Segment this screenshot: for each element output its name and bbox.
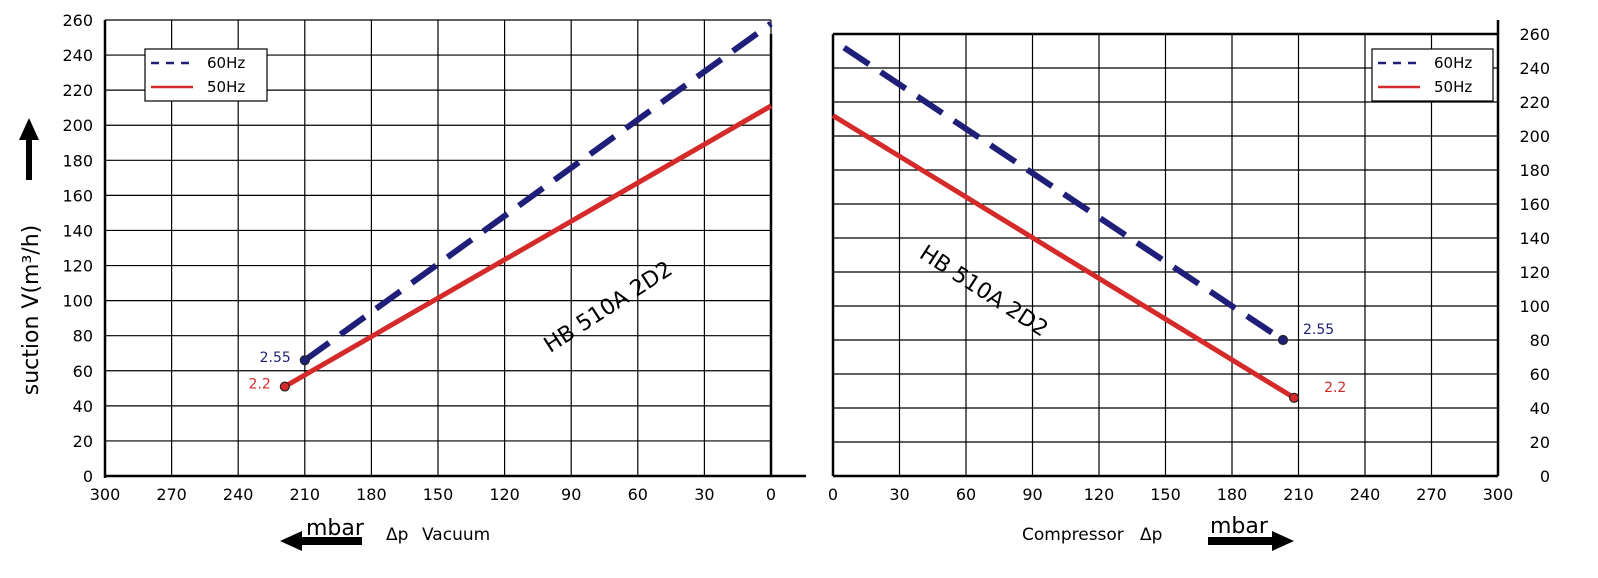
y-tick-label: 220 [62, 81, 93, 100]
x-axis-label: Compressor [1022, 525, 1124, 545]
x-tick-label: 60 [956, 485, 976, 504]
x-axis-unit: mbar [306, 516, 365, 541]
y-tick-label: 120 [1519, 263, 1550, 282]
y-tick-label: 80 [73, 327, 93, 346]
x-tick-label: 210 [290, 485, 321, 504]
model-label: HB 510A 2D2 [540, 257, 677, 358]
arrow-right-icon [1208, 531, 1294, 551]
y-tick-label: 260 [1519, 25, 1550, 44]
y-tick-label: 140 [62, 221, 93, 240]
y-tick-label: 140 [1519, 229, 1550, 248]
y-axis-label: suction V(m³/h) [19, 225, 44, 395]
delta-p-symbol: Δp [386, 525, 408, 545]
legend-label: 50Hz [1434, 78, 1472, 96]
x-tick-label: 0 [828, 485, 838, 504]
y-tick-label: 40 [73, 397, 93, 416]
series-point-60hz [299, 355, 310, 366]
x-tick-label: 150 [423, 485, 454, 504]
y-tick-label: 80 [1530, 331, 1550, 350]
model-label: HB 510A 2D2 [915, 241, 1052, 342]
x-tick-label: 270 [156, 485, 187, 504]
x-axis-unit: mbar [1210, 514, 1269, 539]
legend-label: 50Hz [207, 78, 245, 96]
y-tick-label: 220 [1519, 93, 1550, 112]
x-tick-label: 30 [694, 485, 714, 504]
x-tick-label: 180 [1217, 485, 1248, 504]
series-end-label: 2.2 [249, 377, 271, 393]
x-tick-label: 210 [1283, 485, 1314, 504]
series-point-50hz [279, 381, 290, 392]
series-point-60hz [1277, 334, 1289, 346]
y-tick-label: 160 [1519, 195, 1550, 214]
y-tick-label: 100 [62, 292, 93, 311]
series-line-50hz [831, 113, 1296, 400]
x-tick-label: 90 [561, 485, 581, 504]
delta-p-symbol: Δp [1140, 525, 1162, 545]
series-end-label: 2.55 [260, 350, 291, 366]
y-tick-label: 200 [62, 116, 93, 135]
y-tick-label: 120 [62, 257, 93, 276]
chart-panel-vacuum: 300 270 240 210 180 150 120 90 60 30 0020406080100… [19, 11, 806, 551]
y-tick-label: 20 [1530, 433, 1550, 452]
x-tick-label: 0 [766, 485, 776, 504]
x-tick-label: 60 [628, 485, 648, 504]
y-tick-label: 20 [73, 432, 93, 451]
series-point-50hz [1288, 392, 1300, 403]
x-tick-label: 150 [1150, 485, 1181, 504]
y-tick-label: 60 [1530, 365, 1550, 384]
x-tick-label: 240 [223, 485, 254, 504]
y-tick-label: 240 [1519, 59, 1550, 78]
legend-label: 60Hz [1434, 54, 1472, 72]
chart-panel-compressor: 0 30 60 90 120 150 180 210 240 270 300 0 20 40 60 80 100… [828, 20, 1550, 551]
x-axis-label: Vacuum [422, 525, 490, 545]
y-tick-label: 240 [62, 46, 93, 65]
legend-label: 60Hz [207, 54, 245, 72]
series-end-label: 2.55 [1303, 322, 1334, 338]
x-tick-label: 120 [489, 485, 520, 504]
x-tick-label: 90 [1022, 485, 1042, 504]
y-tick-label: 0 [83, 467, 93, 486]
y-tick-label: 180 [62, 151, 93, 170]
y-tick-label: 180 [1519, 161, 1550, 180]
arrow-left-icon [280, 531, 362, 551]
y-tick-label: 40 [1530, 399, 1550, 418]
series-end-label: 2.2 [1324, 380, 1346, 396]
y-tick-label: 100 [1519, 297, 1550, 316]
x-tick-label: 180 [356, 485, 387, 504]
legend-box [144, 48, 268, 102]
x-tick-label: 120 [1084, 485, 1115, 504]
y-tick-label: 0 [1540, 467, 1550, 486]
series-line-60hz [303, 21, 773, 363]
y-tick-label: 260 [62, 11, 93, 30]
series-line-50hz [283, 103, 773, 389]
legend-box [1371, 48, 1494, 102]
x-tick-label: 240 [1350, 485, 1381, 504]
y-tick-label: 200 [1519, 127, 1550, 146]
y-tick-label: 160 [62, 186, 93, 205]
x-tick-label: 300 [90, 485, 121, 504]
x-tick-label: 30 [889, 485, 909, 504]
x-tick-label: 270 [1416, 485, 1447, 504]
arrow-up-icon [19, 118, 39, 180]
series-line-60hz [842, 45, 1285, 343]
x-tick-label: 300 [1483, 485, 1514, 504]
y-tick-label: 60 [73, 362, 93, 381]
